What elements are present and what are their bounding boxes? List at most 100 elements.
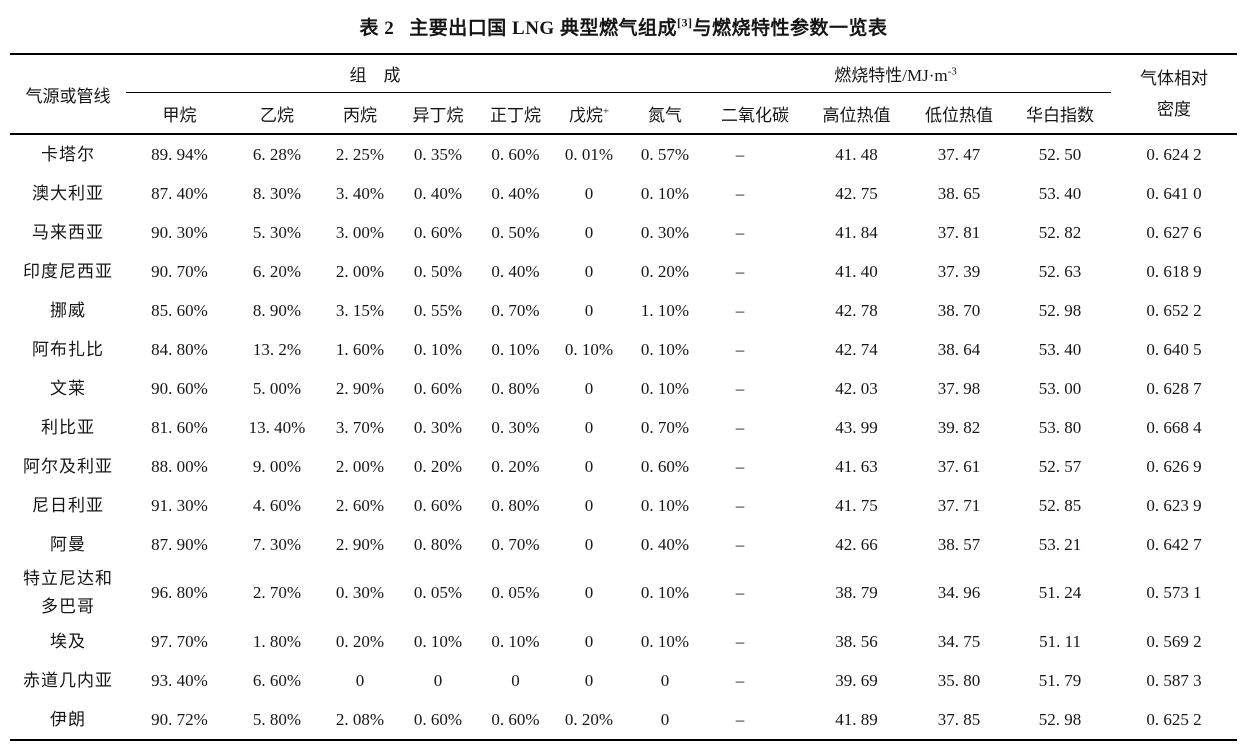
value-cell: – <box>735 417 745 437</box>
value-cell: 0. 20% <box>335 631 385 651</box>
value-cell: 5. 80% <box>233 700 321 741</box>
value-cell: 2. 90% <box>335 378 385 398</box>
table-row: 尼日利亚 91. 30% 4. 60% 2. 60% 0. 60% 0. 80% 0 0. 1… <box>10 486 1237 525</box>
col-header-wobbe: 华白指数 <box>1009 92 1112 135</box>
value-cell: 0. 10% <box>491 631 540 651</box>
value-cell: 0 <box>433 670 443 690</box>
value-cell: 5. 00% <box>252 378 302 398</box>
value-cell: 0 <box>584 261 594 281</box>
value-cell: 87. 40% <box>151 183 208 203</box>
value-cell: 39. 82 <box>937 417 981 437</box>
value-cell: 0. 10% <box>640 378 690 398</box>
value-cell: 0. 628 7 <box>1146 378 1202 398</box>
value-cell: 0. 60% <box>491 144 540 164</box>
value-cell: 2. 00% <box>335 261 385 281</box>
value-cell: 0. 40% <box>491 183 540 203</box>
source-name-cell: 赤道几内亚 <box>23 670 113 690</box>
table-row: 卡塔尔 89. 94% 6. 28% 2. 25% 0. 35% 0. 60% 0. 01%… <box>10 134 1237 174</box>
value-cell: 37. 39 <box>937 261 981 281</box>
value-cell: 2. 08% <box>321 700 399 741</box>
value-cell: 37. 98 <box>937 378 981 398</box>
value-cell: 8. 90% <box>252 300 302 320</box>
value-cell: 34. 96 <box>937 583 981 602</box>
value-cell: 42. 66 <box>835 534 878 554</box>
value-cell: 3. 70% <box>335 417 385 437</box>
value-cell: – <box>735 183 745 203</box>
value-cell: 5. 30% <box>252 222 302 242</box>
value-cell: 0. 35% <box>413 144 463 164</box>
header-sub-row: 甲烷 乙烷 丙烷 异丁烷 正丁烷 戊烷+ 氮气 二氧化碳 高位热值 低位热值 华… <box>10 92 1237 135</box>
table-body: 卡塔尔 89. 94% 6. 28% 2. 25% 0. 35% 0. 60% 0. 01%… <box>10 134 1238 741</box>
value-cell: 81. 60% <box>151 417 208 437</box>
combustion-group-text: 燃烧特性/MJ·m <box>834 66 948 85</box>
table-row: 特立尼达和 多巴哥 96. 80% 2. 70% 0. 30% 0. 05% 0. 05%… <box>10 564 1237 622</box>
pentane-sup: + <box>602 104 610 117</box>
value-cell: 41. 89 <box>804 700 909 741</box>
value-cell: 43. 99 <box>835 417 878 437</box>
value-cell: 52. 98 <box>1038 300 1082 320</box>
value-cell: 96. 80% <box>151 583 208 602</box>
value-cell: 52. 57 <box>1038 456 1082 476</box>
value-cell: 0 <box>584 583 594 602</box>
combustion-group-sup: -3 <box>947 65 957 78</box>
value-cell: 3. 40% <box>335 183 385 203</box>
source-name-cell: 阿布扎比 <box>32 339 104 359</box>
value-cell: 38. 79 <box>835 583 878 602</box>
value-cell: 39. 69 <box>835 670 878 690</box>
value-cell: 0. 60% <box>477 700 554 741</box>
value-cell: 88. 00% <box>151 456 208 476</box>
combustion-group-label: 燃烧特性/MJ·m-3 <box>834 66 957 85</box>
value-cell: 42. 74 <box>835 339 878 359</box>
lng-composition-table: 气源或管线 组 成 燃烧特性/MJ·m-3 气体相对 密度 甲烷 乙烷 丙烷 异… <box>10 53 1238 741</box>
value-cell: 0 <box>584 222 594 242</box>
value-cell: 0. 60% <box>640 456 690 476</box>
value-cell: 0. 10% <box>640 583 690 602</box>
value-cell: 0. 05% <box>413 583 463 602</box>
value-cell: 0. 642 7 <box>1146 534 1202 554</box>
col-group-combustion: 燃烧特性/MJ·m-3 <box>804 54 1112 93</box>
col-header-pentane: 戊烷+ <box>554 92 624 135</box>
value-cell: 0 <box>584 631 594 651</box>
col-header-lhv: 低位热值 <box>909 92 1009 135</box>
value-cell: 0. 80% <box>413 534 463 554</box>
value-cell: 89. 94% <box>151 144 208 164</box>
table-row: 赤道几内亚 93. 40% 6. 60% 0 0 0 0 0 – 39. 69 35. 80 51. … <box>10 661 1237 700</box>
value-cell: 52. 63 <box>1038 261 1082 281</box>
value-cell: 0. 60% <box>413 378 463 398</box>
value-cell: 0. 50% <box>413 261 463 281</box>
value-cell: – <box>735 495 745 515</box>
value-cell: 0. 30% <box>335 583 385 602</box>
col-header-isobutane: 异丁烷 <box>399 92 477 135</box>
table-row: 阿尔及利亚 88. 00% 9. 00% 2. 00% 0. 20% 0. 20% 0 0. … <box>10 447 1237 486</box>
value-cell: 0. 10% <box>564 339 614 359</box>
source-name-cell: 阿曼 <box>50 534 86 554</box>
value-cell: 0. 30% <box>413 417 463 437</box>
value-cell: 0. 80% <box>491 495 540 515</box>
value-cell: 38. 57 <box>937 534 981 554</box>
composition-group-label: 组 成 <box>349 66 401 85</box>
value-cell: – <box>735 456 745 476</box>
table-row: 印度尼西亚 90. 70% 6. 20% 2. 00% 0. 50% 0. 40% 0 0. … <box>10 252 1237 291</box>
value-cell: 51. 24 <box>1038 583 1082 602</box>
value-cell: 0. 80% <box>491 378 540 398</box>
value-cell: 0. 10% <box>640 339 690 359</box>
value-cell: – <box>735 583 745 602</box>
value-cell: 37. 47 <box>937 144 981 164</box>
value-cell: 0. 20% <box>640 261 690 281</box>
value-cell: 38. 65 <box>937 183 981 203</box>
value-cell: 0. 60% <box>413 222 463 242</box>
table-caption-label: 表 2 <box>359 18 395 39</box>
value-cell: 0. 70% <box>491 534 540 554</box>
col-group-composition: 组 成 <box>126 54 804 93</box>
value-cell: 0. 641 0 <box>1146 183 1202 203</box>
value-cell: 53. 00 <box>1038 378 1082 398</box>
value-cell: 90. 30% <box>151 222 208 242</box>
value-cell: 0. 55% <box>413 300 463 320</box>
value-cell: 0. 20% <box>554 700 624 741</box>
value-cell: 0. 10% <box>640 183 690 203</box>
value-cell: 8. 30% <box>252 183 302 203</box>
value-cell: 41. 48 <box>835 144 878 164</box>
value-cell: 91. 30% <box>151 495 208 515</box>
value-cell: 42. 75 <box>835 183 878 203</box>
value-cell: – <box>735 261 745 281</box>
